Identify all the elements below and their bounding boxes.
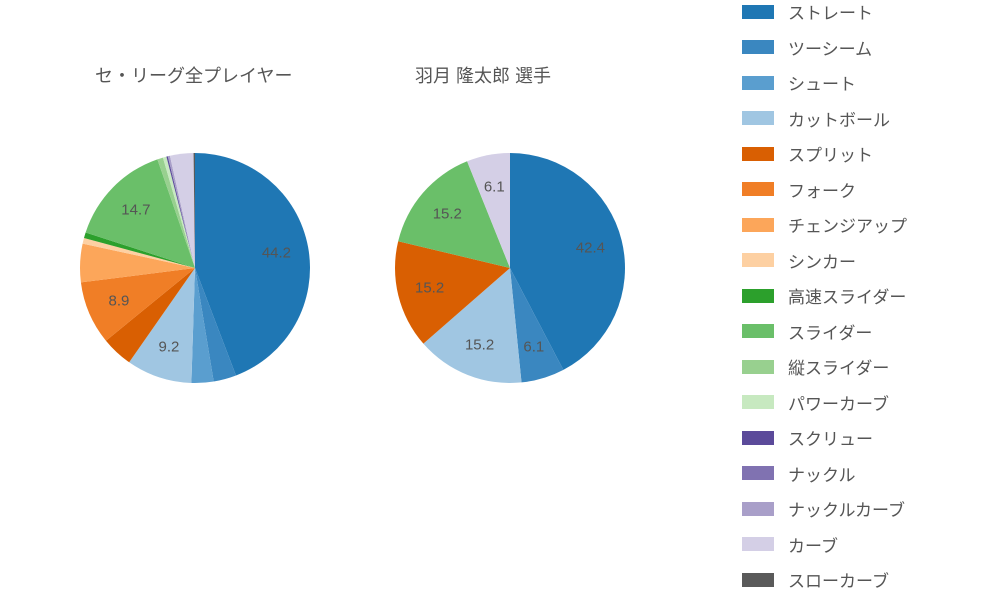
pie-slice <box>195 153 310 375</box>
legend-label: ナックルカーブ <box>788 496 905 521</box>
legend-swatch <box>742 360 774 374</box>
pie-slice <box>191 268 213 383</box>
slice-value-label: 15.2 <box>433 205 462 222</box>
legend-label: スローカーブ <box>788 567 889 592</box>
pie-slice <box>80 244 195 283</box>
legend-label: シュート <box>788 70 856 95</box>
legend-item: ツーシーム <box>740 30 990 66</box>
legend-label: シンカー <box>788 248 856 273</box>
legend-label: 縦スライダー <box>788 354 889 379</box>
pie-slice <box>467 153 510 268</box>
legend-swatch <box>742 395 774 409</box>
chart-title: 羽月 隆太郎 選手 <box>415 62 551 88</box>
legend-swatch <box>742 182 774 196</box>
legend-item: ストレート <box>740 0 990 30</box>
legend-swatch <box>742 502 774 516</box>
pie-slice <box>106 268 195 362</box>
slice-value-label: 9.2 <box>158 338 179 355</box>
pie-slice <box>166 156 195 268</box>
slice-value-label: 6.1 <box>523 339 544 356</box>
legend-item: スクリュー <box>740 420 990 456</box>
legend-swatch <box>742 5 774 19</box>
legend-label: パワーカーブ <box>788 390 889 415</box>
legend-swatch <box>742 466 774 480</box>
legend-label: ストレート <box>788 0 873 24</box>
legend-item: ナックル <box>740 456 990 492</box>
legend-swatch <box>742 147 774 161</box>
legend-label: ツーシーム <box>788 35 872 60</box>
legend-item: カットボール <box>740 101 990 137</box>
legend-item: 高速スライダー <box>740 278 990 314</box>
legend-swatch <box>742 431 774 445</box>
legend-item: シンカー <box>740 243 990 279</box>
pie-slice <box>395 241 510 343</box>
legend-swatch <box>742 218 774 232</box>
pie-slice <box>510 153 625 370</box>
legend-label: スプリット <box>788 141 873 166</box>
chart-title: セ・リーグ全プレイヤー <box>95 62 292 88</box>
legend-item: ナックルカーブ <box>740 491 990 527</box>
legend-swatch <box>742 253 774 267</box>
pie-slice <box>83 238 195 268</box>
pie-slice <box>129 268 195 383</box>
legend-item: 縦スライダー <box>740 349 990 385</box>
pie-slice <box>168 156 195 268</box>
legend-item: パワーカーブ <box>740 385 990 421</box>
slice-value-label: 42.4 <box>576 240 605 257</box>
pie-slice <box>163 157 195 268</box>
slice-value-label: 15.2 <box>465 337 494 354</box>
legend-label: チェンジアップ <box>788 212 907 237</box>
legend-item: シュート <box>740 65 990 101</box>
legend-label: スライダー <box>788 319 872 344</box>
pie-slice <box>157 158 195 268</box>
slice-value-label: 14.7 <box>121 202 150 219</box>
legend-label: カーブ <box>788 532 838 557</box>
chart-canvas: セ・リーグ全プレイヤー 44.2 9.2 8.9 14.7 羽月 隆太郎 選手 42.4 6.… <box>0 0 1000 600</box>
legend-label: 高速スライダー <box>788 283 906 308</box>
pie-slice <box>81 268 195 341</box>
pie-slice <box>84 232 195 268</box>
legend-item: スライダー <box>740 314 990 350</box>
slice-value-label: 8.9 <box>108 292 129 309</box>
legend-swatch <box>742 324 774 338</box>
legend-item: フォーク <box>740 172 990 208</box>
pie-slice <box>170 153 195 268</box>
pie-slice <box>510 268 563 382</box>
legend-swatch <box>742 111 774 125</box>
pie-slice <box>195 268 236 381</box>
legend-swatch <box>742 537 774 551</box>
legend-label: スクリュー <box>788 425 873 450</box>
legend-item: スローカーブ <box>740 562 990 598</box>
slice-value-label: 15.2 <box>415 279 444 296</box>
legend-swatch <box>742 40 774 54</box>
legend-swatch <box>742 289 774 303</box>
legend-label: カットボール <box>788 106 890 131</box>
pie-slice <box>194 153 195 268</box>
legend-swatch <box>742 573 774 587</box>
legend: ストレートツーシームシュートカットボールスプリットフォークチェンジアップシンカー… <box>740 0 990 598</box>
legend-item: チェンジアップ <box>740 207 990 243</box>
legend-label: フォーク <box>788 177 856 202</box>
slice-value-label: 44.2 <box>262 244 291 261</box>
legend-label: ナックル <box>788 461 856 486</box>
slice-value-label: 6.1 <box>484 178 505 195</box>
legend-item: カーブ <box>740 527 990 563</box>
legend-swatch <box>742 76 774 90</box>
legend-item: スプリット <box>740 136 990 172</box>
